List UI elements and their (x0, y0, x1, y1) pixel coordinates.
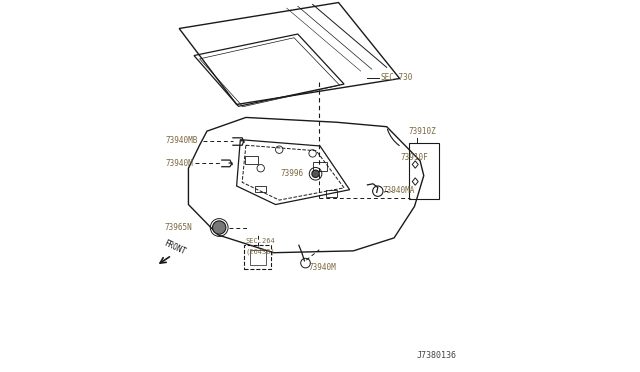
Text: 73940M: 73940M (309, 263, 337, 272)
Circle shape (312, 170, 319, 177)
Text: 73940M: 73940M (165, 159, 193, 168)
Text: SEC.730: SEC.730 (380, 73, 413, 82)
Text: J7380136: J7380136 (417, 351, 456, 360)
Text: 73940MA: 73940MA (382, 186, 415, 195)
Text: 73965N: 73965N (164, 223, 192, 232)
Text: SEC.264: SEC.264 (246, 238, 275, 244)
Circle shape (212, 221, 226, 234)
Text: 73996: 73996 (280, 169, 303, 178)
Text: FRONT: FRONT (163, 239, 188, 257)
Text: 73940MB: 73940MB (166, 136, 198, 145)
Text: 73910Z: 73910Z (409, 126, 436, 136)
Text: 73910F: 73910F (401, 153, 429, 161)
Text: (26430): (26430) (246, 249, 275, 255)
